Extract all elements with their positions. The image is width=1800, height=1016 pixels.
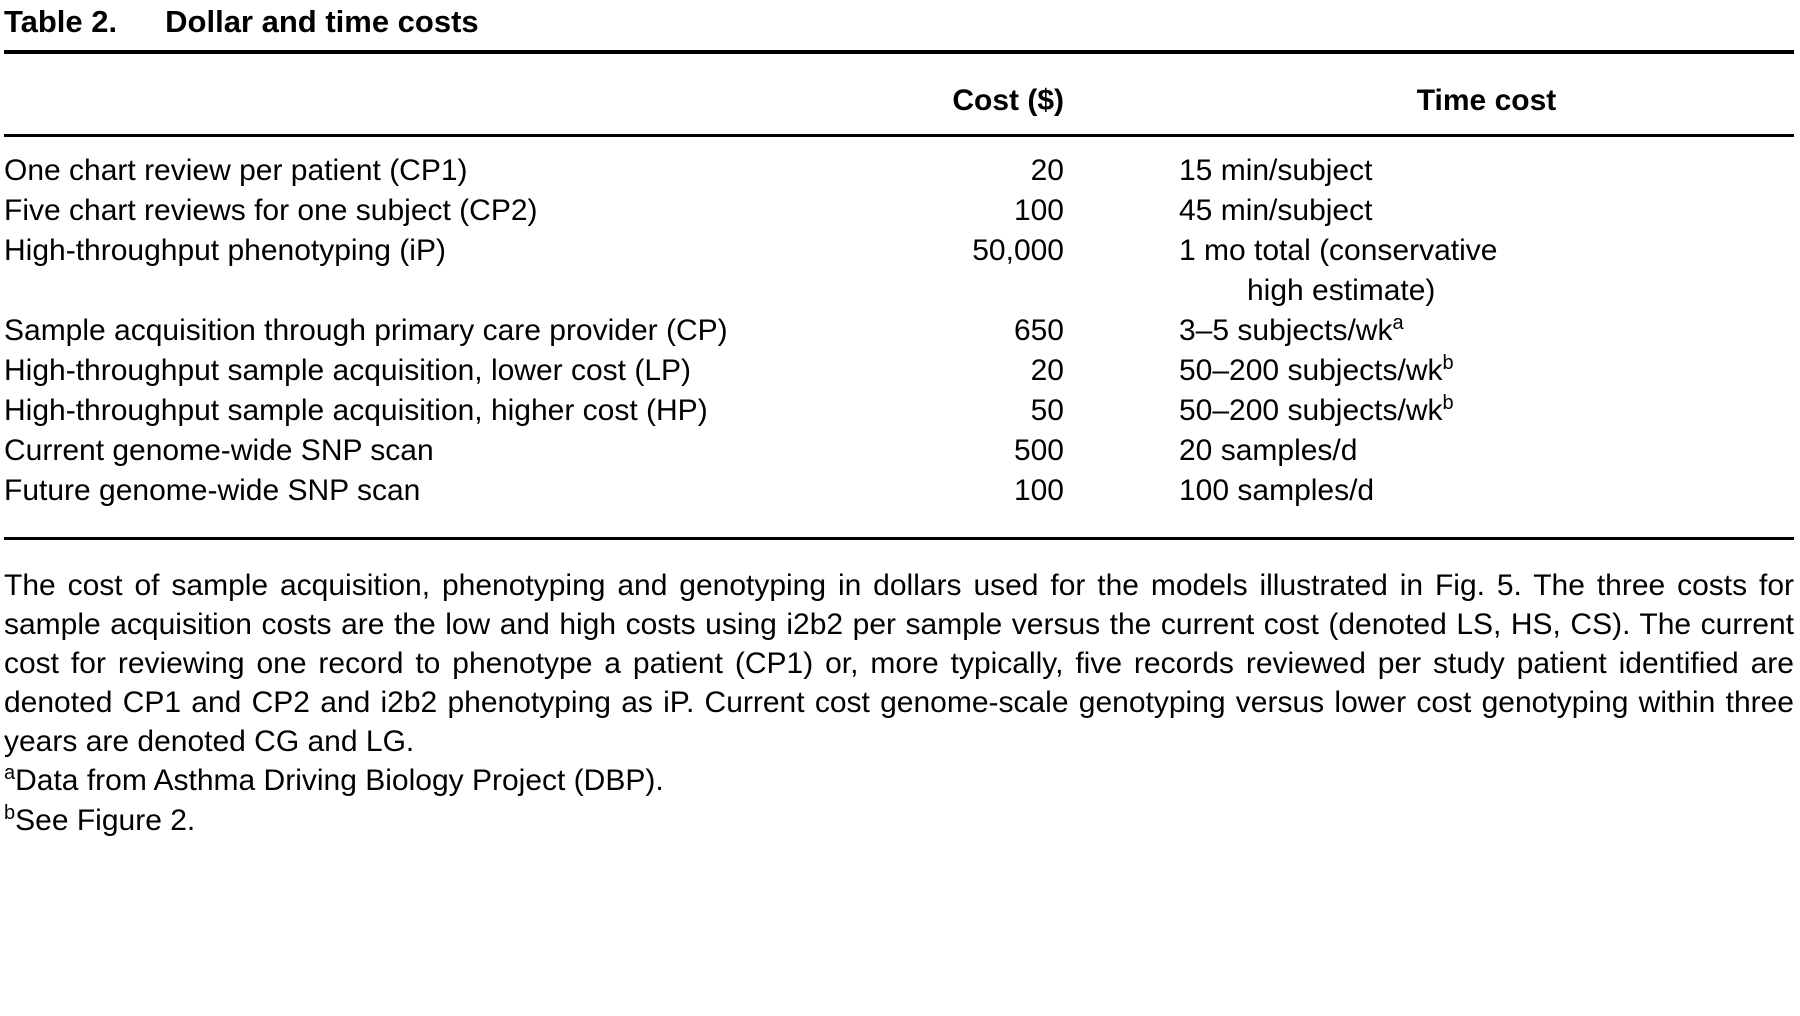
column-header-cost: Cost ($) bbox=[904, 54, 1064, 137]
row-time-text: 20 samples/d bbox=[1179, 434, 1358, 467]
footnote-marker: b bbox=[1442, 392, 1454, 414]
row-cost: 20 bbox=[1030, 354, 1064, 387]
row-time-text: 50–200 subjects/wk bbox=[1179, 394, 1443, 427]
row-time: 15 min/subject bbox=[1064, 136, 1794, 192]
footnote-b-marker: b bbox=[4, 802, 16, 824]
table-title-text: Dollar and time costs bbox=[165, 4, 479, 39]
row-time: 3–5 subjects/wka bbox=[1064, 311, 1794, 351]
footnote-marker: a bbox=[1392, 312, 1404, 334]
top-rule bbox=[4, 50, 1794, 54]
row-time-text: 3–5 subjects/wk bbox=[1179, 314, 1393, 347]
row-time: 45 min/subject bbox=[1064, 191, 1794, 231]
row-cost: 50 bbox=[1030, 394, 1064, 427]
cost-table: Cost ($) Time cost One chart review per … bbox=[4, 54, 1794, 537]
row-time-text: 1 mo total (conservative bbox=[1179, 234, 1498, 267]
row-label: High-throughput sample acquisition, high… bbox=[4, 394, 708, 427]
table-title: Table 2. Dollar and time costs bbox=[4, 4, 1794, 50]
row-time-text: 15 min/subject bbox=[1179, 154, 1373, 187]
row-time-text: 50–200 subjects/wk bbox=[1179, 354, 1443, 387]
row-cost: 50,000 bbox=[972, 234, 1064, 267]
row-time: 50–200 subjects/wkb bbox=[1064, 391, 1794, 431]
row-time-text: 45 min/subject bbox=[1179, 194, 1373, 227]
row-label: Current genome-wide SNP scan bbox=[4, 434, 434, 467]
footnote-marker: b bbox=[1442, 352, 1454, 374]
row-cost: 650 bbox=[1013, 314, 1064, 347]
row-time: 100 samples/d bbox=[1064, 471, 1794, 537]
row-cost: 20 bbox=[1030, 154, 1064, 187]
row-time: 1 mo total (conservative high estimate) bbox=[1064, 231, 1794, 311]
row-time: 20 samples/d bbox=[1064, 431, 1794, 471]
table-row: One chart review per patient (CP1) 20 15… bbox=[4, 136, 1794, 192]
column-header-empty bbox=[4, 54, 904, 137]
row-cost: 100 bbox=[1013, 474, 1064, 507]
row-label: One chart review per patient (CP1) bbox=[4, 154, 468, 187]
row-label: Sample acquisition through primary care … bbox=[4, 314, 728, 347]
document-page: Table 2. Dollar and time costs Cost ($) T… bbox=[4, 4, 1794, 841]
table-row: High-throughput sample acquisition, lowe… bbox=[4, 351, 1794, 391]
table-number: Table 2. bbox=[4, 4, 118, 39]
table-row: Current genome-wide SNP scan 500 20 samp… bbox=[4, 431, 1794, 471]
table-caption: The cost of sample acquisition, phenotyp… bbox=[4, 569, 1794, 758]
footnote-a-text: Data from Asthma Driving Biology Project… bbox=[15, 764, 664, 797]
row-cost: 100 bbox=[1013, 194, 1064, 227]
footnote-a-marker: a bbox=[4, 762, 16, 784]
table-row: High-throughput phenotyping (iP) 50,000 … bbox=[4, 231, 1794, 311]
footnote-b-text: See Figure 2. bbox=[15, 804, 196, 837]
header-row: Cost ($) Time cost bbox=[4, 54, 1794, 137]
table-row: Sample acquisition through primary care … bbox=[4, 311, 1794, 351]
table-row: Future genome-wide SNP scan 100 100 samp… bbox=[4, 471, 1794, 537]
row-label: High-throughput sample acquisition, lowe… bbox=[4, 354, 691, 387]
row-time-text: 100 samples/d bbox=[1179, 474, 1375, 507]
row-time-line2: high estimate) bbox=[1247, 274, 1436, 307]
table-row: Five chart reviews for one subject (CP2)… bbox=[4, 191, 1794, 231]
column-header-time: Time cost bbox=[1064, 54, 1794, 137]
footnote-b: bSee Figure 2. bbox=[4, 801, 1794, 841]
row-label: Five chart reviews for one subject (CP2) bbox=[4, 194, 538, 227]
row-time: 50–200 subjects/wkb bbox=[1064, 351, 1794, 391]
row-label: Future genome-wide SNP scan bbox=[4, 474, 421, 507]
footnote-a: aData from Asthma Driving Biology Projec… bbox=[4, 761, 1794, 801]
row-label: High-throughput phenotyping (iP) bbox=[4, 234, 446, 267]
table-row: High-throughput sample acquisition, high… bbox=[4, 391, 1794, 431]
bottom-rule bbox=[4, 537, 1794, 540]
row-cost: 500 bbox=[1013, 434, 1064, 467]
